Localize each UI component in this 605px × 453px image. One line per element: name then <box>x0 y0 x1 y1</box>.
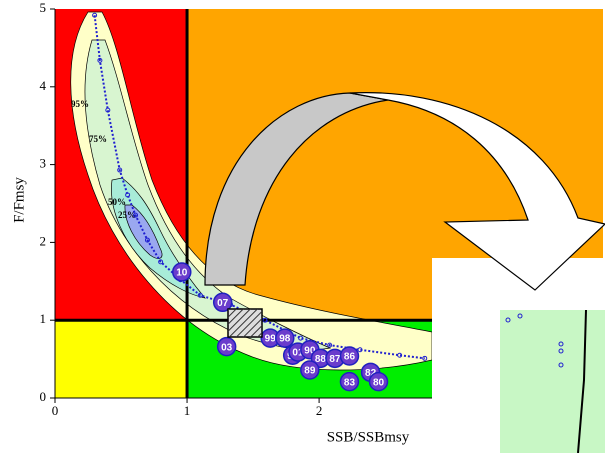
x-tick-label: 1 <box>184 403 191 418</box>
year-label: 03 <box>221 342 233 353</box>
y-tick-label: 5 <box>40 0 47 15</box>
y-tick-label: 1 <box>40 311 47 326</box>
x-axis-label: SSB/SSBmsy <box>327 429 410 445</box>
zoom-box-hatch <box>228 309 262 337</box>
y-axis-label: F/Fmsy <box>11 177 27 223</box>
year-label: 10 <box>176 268 188 279</box>
year-label: 80 <box>373 377 385 388</box>
y-tick-label: 2 <box>40 233 47 248</box>
y-tick-label: 0 <box>40 389 47 404</box>
quadrant <box>55 320 187 398</box>
contour-label: 50% <box>108 197 126 207</box>
year-label: 83 <box>344 377 356 388</box>
year-label: 86 <box>344 352 356 363</box>
y-tick-label: 4 <box>40 78 47 93</box>
year-label: 87 <box>329 354 341 365</box>
year-label: 99 <box>265 334 277 345</box>
year-label: 89 <box>304 366 316 377</box>
contour-label: 75% <box>89 134 107 144</box>
x-tick-label: 2 <box>316 403 323 418</box>
x-tick-label: 0 <box>52 403 59 418</box>
y-tick-label: 3 <box>40 156 47 171</box>
contour-label: 95% <box>71 99 89 109</box>
inset-green <box>500 310 605 453</box>
chart: 95%75%50%25% 100703999896019088878689828… <box>0 0 605 453</box>
year-label: 07 <box>217 298 229 309</box>
year-label: 98 <box>279 334 291 345</box>
